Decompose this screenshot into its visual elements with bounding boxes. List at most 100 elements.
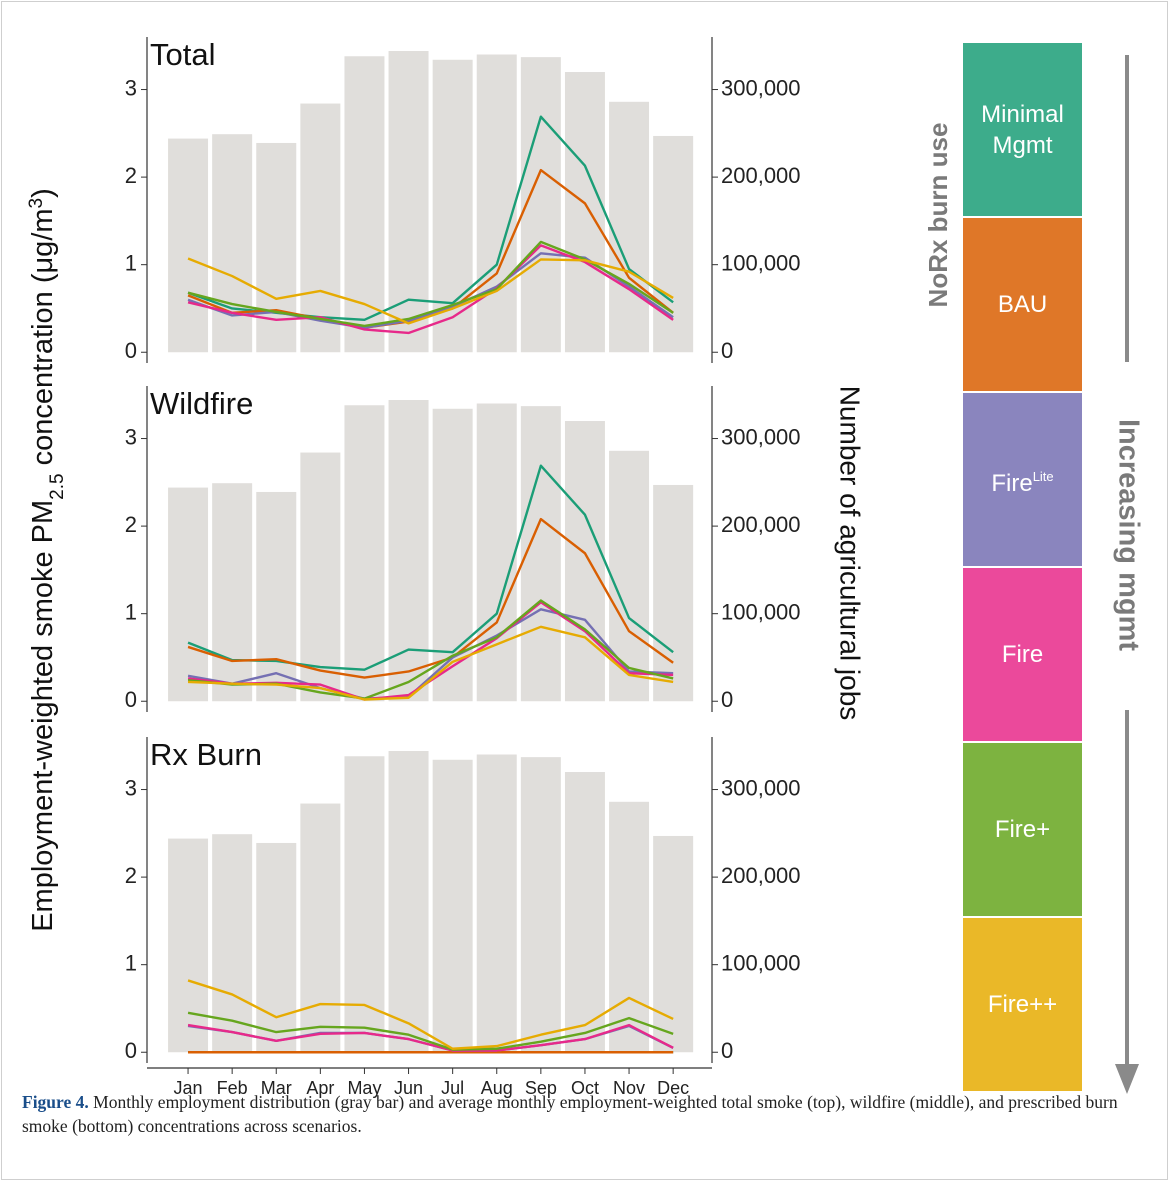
panel-title: Rx Burn [150, 737, 262, 772]
bar [344, 405, 385, 702]
bar [564, 772, 605, 1053]
bar [212, 134, 253, 353]
series-line [187, 244, 674, 335]
x-tick-label: Aug [481, 1078, 513, 1098]
bar [344, 756, 385, 1053]
y-tick-label: 1 [125, 599, 137, 624]
bar [256, 491, 297, 702]
y2-axis-label: Number of agricultural jobs [835, 386, 866, 721]
legend-text: Fire+ [994, 816, 1051, 843]
y-label-rest: concentration (μg/m [27, 208, 59, 473]
y2-tick-label: 0 [721, 687, 733, 712]
legend-swatch [963, 568, 1082, 741]
bar [476, 403, 517, 702]
legend-text: Fire [1001, 641, 1044, 668]
legend-superscript: Lite [1032, 468, 1054, 484]
panel: 0 1 2 3 0 100,000 200,000 300,000 Total [125, 37, 801, 363]
arrow-head [1115, 1064, 1139, 1094]
series-line [188, 625, 674, 701]
y2-tick-label: 200,000 [721, 863, 801, 888]
legend-label: BAU [963, 218, 1082, 391]
bar [388, 51, 429, 353]
bar [300, 803, 341, 1053]
y-label-main: Employment-weighted smoke PM [27, 500, 59, 932]
legend-entry: Fire++ [988, 989, 1057, 1020]
legend-entry: FireLite [991, 461, 1053, 499]
bar [609, 801, 650, 1053]
legend-swatch [963, 218, 1082, 391]
bar [609, 101, 650, 353]
x-tick-label: Mar [261, 1078, 292, 1098]
y2-tick-label: 300,000 [721, 775, 801, 800]
series-line [187, 257, 674, 325]
y2-tick-label: 300,000 [721, 75, 801, 100]
y-tick-label: 0 [125, 1038, 137, 1063]
legend-text: Minimal Mgmt [981, 100, 1064, 159]
legend-label: Fire [963, 568, 1082, 741]
y2-tick-label: 100,000 [721, 250, 801, 275]
series-line [187, 464, 674, 671]
y-tick-label: 3 [125, 424, 137, 449]
series-line [187, 1023, 674, 1052]
x-tick-label: Jul [441, 1078, 464, 1098]
x-tick-label: Dec [657, 1078, 689, 1098]
bar [520, 757, 561, 1053]
series-line [187, 240, 674, 328]
y2-tick-label: 200,000 [721, 512, 801, 537]
y2-tick-label: 100,000 [721, 599, 801, 624]
legend-label: Minimal Mgmt [963, 43, 1082, 216]
bar [168, 138, 209, 353]
y-tick-label: 2 [125, 163, 137, 188]
legend-entry: BAU [998, 289, 1047, 320]
legend-swatch [963, 43, 1082, 216]
legend-entry: Fire [1002, 639, 1043, 670]
legend-text: Fire++ [987, 991, 1058, 1018]
y-tick-label: 0 [125, 338, 137, 363]
y-axis-label: Employment-weighted smoke PM2.5 concentr… [26, 188, 68, 932]
legend-text: BAU [997, 291, 1048, 318]
x-tick-label: Oct [571, 1078, 599, 1098]
bar [653, 835, 694, 1053]
y-label-sup: 3 [26, 198, 47, 209]
bar [520, 406, 561, 702]
x-tick-label: Apr [306, 1078, 334, 1098]
legend-swatch [963, 918, 1082, 1091]
y-tick-label: 3 [125, 775, 137, 800]
y-tick-label: 1 [125, 950, 137, 975]
legend-swatch [963, 393, 1082, 566]
bar [564, 72, 605, 353]
legend-swatch [963, 743, 1082, 916]
legend-entry: Minimal Mgmt [973, 99, 1073, 161]
panel: 0 1 2 3 0 100,000 200,000 300,000 Rx Burn Jan Feb M… [125, 737, 801, 1098]
x-tick-label: Jun [394, 1078, 423, 1098]
series-line [187, 1011, 674, 1051]
legend-label: Fire+ [963, 743, 1082, 916]
x-tick-label: Feb [217, 1078, 248, 1098]
bar [256, 842, 297, 1053]
legend-label: FireLite [963, 393, 1082, 566]
y2-tick-label: 100,000 [721, 950, 801, 975]
bar [344, 56, 385, 353]
y-label-end: ) [27, 188, 59, 198]
bar [168, 487, 209, 702]
y2-tick-label: 0 [721, 338, 733, 363]
bar [476, 54, 517, 353]
y2-tick-label: 300,000 [721, 424, 801, 449]
series-line [187, 517, 674, 679]
x-tick-label: Jan [174, 1078, 203, 1098]
x-tick-label: Nov [613, 1078, 645, 1098]
legend-entry: Fire+ [995, 814, 1050, 845]
y-label-sub: 2.5 [47, 473, 68, 499]
bar [212, 834, 253, 1053]
bar [300, 452, 341, 702]
series-line [187, 979, 674, 1050]
caption-text: Monthly employment distribution (gray ba… [22, 1092, 1118, 1136]
series-line [187, 608, 674, 700]
bar [388, 751, 429, 1053]
legend-text: Fire [991, 469, 1033, 497]
legend-label: Fire++ [963, 918, 1082, 1091]
bar [520, 57, 561, 353]
bar [300, 103, 341, 353]
